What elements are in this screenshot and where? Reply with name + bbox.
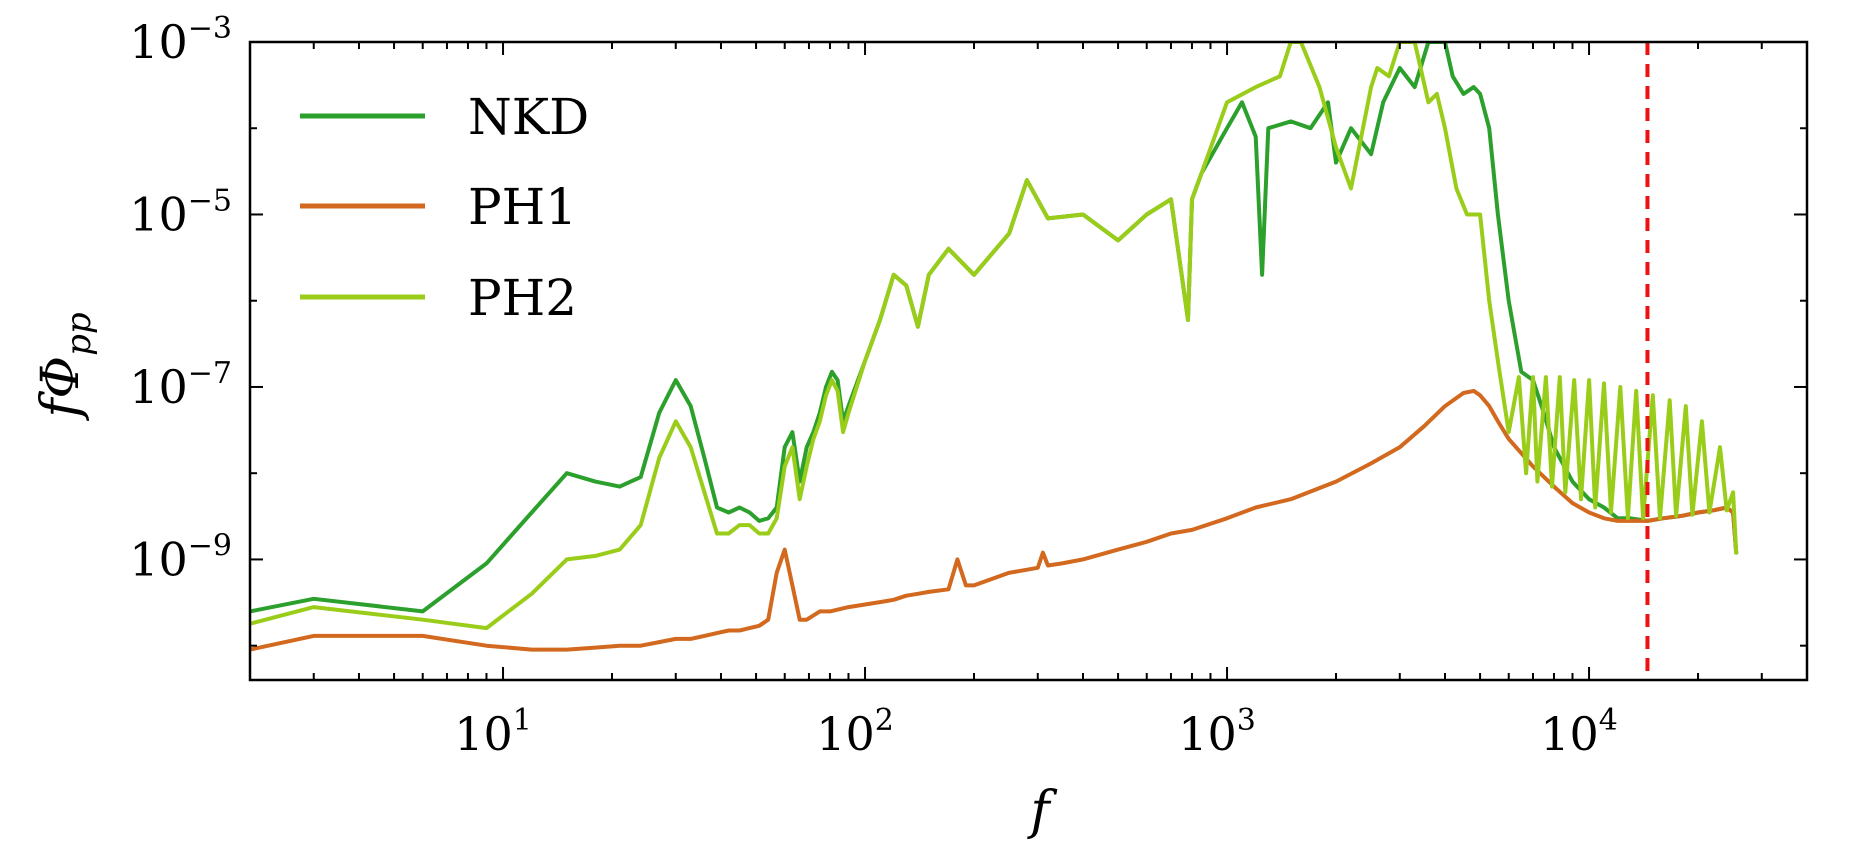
x-tick-label-base: 10 [1178,707,1237,761]
series-line-ph2 [250,42,1739,631]
plot-frame [248,40,1809,682]
x-tick-label-base: 10 [1540,707,1599,761]
x-tick-label: 104 [1540,703,1618,761]
x-tick-label-exp: 4 [1599,703,1618,738]
y-tick-label-exp: −9 [188,528,232,563]
x-tick-label-exp: 1 [513,703,532,738]
x-tick-label-exp: 3 [1237,703,1256,738]
y-axis-label-text: fΦpp [31,312,99,421]
legend-label-ph1: PH1 [468,178,577,236]
x-tick-label: 102 [816,703,894,761]
series-layer [250,42,1739,652]
y-tick-label: 10−7 [129,356,232,414]
y-tick-label: 10−5 [129,183,232,241]
y-axis-label: fΦpp [31,312,99,421]
y-tick-label-base: 10 [129,532,188,586]
x-tick-label-base: 10 [816,707,875,761]
y-tick-label-base: 10 [129,187,188,241]
y-axis-label-sub: pp [59,312,99,356]
x-tick-label: 101 [454,703,532,761]
legend-label-ph2: PH2 [468,269,577,327]
y-tick-label-exp: −3 [188,11,232,46]
series-line-ph1 [250,388,1739,652]
y-tick-label-base: 10 [129,360,188,414]
legend-label-nkd: NKD [468,88,589,146]
y-tick-label: 10−3 [129,11,232,69]
y-tick-label: 10−9 [129,528,232,586]
legend: NKD PH1 PH2 [300,88,589,327]
y-tick-label-base: 10 [129,15,188,69]
x-tick-label-base: 10 [454,707,513,761]
x-tick-label-exp: 2 [875,703,894,738]
y-axis-label-base: fΦ [31,356,91,422]
y-tick-label-exp: −5 [188,183,232,218]
x-tick-label: 103 [1178,703,1256,761]
y-tick-label-exp: −7 [188,356,232,391]
